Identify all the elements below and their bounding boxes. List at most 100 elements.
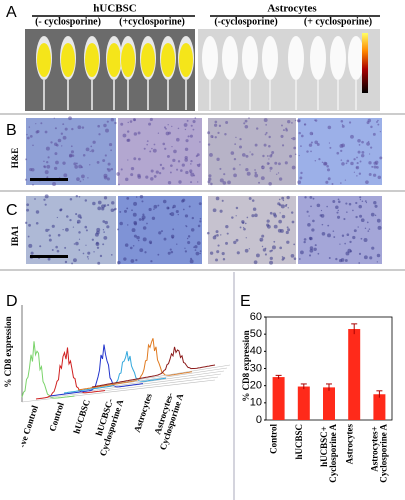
cell: [374, 204, 378, 208]
cell: [171, 146, 173, 148]
cell: [186, 119, 189, 122]
cell: [124, 209, 127, 213]
cell: [314, 159, 317, 162]
cell: [341, 125, 345, 128]
cell: [182, 208, 185, 211]
cell: [89, 164, 91, 166]
cell: [227, 180, 231, 185]
cell: [107, 162, 111, 166]
cell: [195, 251, 200, 256]
cell: [309, 236, 313, 241]
cell: [352, 209, 354, 212]
cell: [278, 177, 283, 181]
cell: [268, 135, 271, 139]
signal: [37, 43, 51, 77]
cell: [181, 163, 185, 167]
cell: [110, 168, 114, 171]
cell: [150, 177, 154, 181]
cell: [357, 150, 361, 154]
cell: [235, 206, 239, 210]
cell: [119, 221, 123, 226]
cell: [32, 183, 34, 186]
cell: [163, 237, 167, 241]
cell: [157, 204, 160, 207]
cell: [282, 129, 285, 132]
cell: [340, 120, 344, 123]
cell: [298, 154, 300, 157]
cell: [309, 248, 314, 253]
cell: [376, 253, 381, 258]
cell: [361, 200, 364, 202]
cell: [102, 243, 105, 246]
cell: [208, 177, 212, 181]
cell: [184, 214, 189, 218]
cell: [249, 151, 251, 153]
cell: [244, 222, 247, 225]
cell: [139, 195, 144, 199]
cell: [233, 173, 237, 178]
cell: [117, 260, 121, 265]
baseline: [35, 376, 219, 400]
x-tick-label: Astrocytes+ Cyclosporine A: [369, 424, 388, 483]
cell: [96, 227, 101, 232]
cell: [215, 258, 218, 262]
cell: [290, 211, 294, 214]
cell: [279, 246, 283, 250]
cell: [263, 143, 267, 147]
cell: [169, 171, 172, 174]
cell: [265, 124, 267, 126]
cell: [77, 125, 82, 130]
cell: [34, 198, 36, 200]
cell: [328, 256, 331, 259]
cell: [207, 180, 211, 184]
cell: [155, 170, 159, 174]
cell: [281, 124, 283, 127]
cell: [70, 145, 73, 148]
mouse: [330, 36, 346, 80]
cell: [104, 220, 108, 225]
mouse: [242, 36, 258, 80]
cell: [184, 158, 188, 162]
cell: [264, 133, 267, 136]
cell: [353, 171, 356, 173]
cell: [77, 214, 82, 218]
cell: [297, 119, 301, 123]
cell: [127, 121, 129, 124]
cell: [170, 164, 173, 168]
cell: [320, 209, 323, 212]
cell: [242, 221, 245, 225]
cell: [103, 196, 108, 200]
cell: [44, 170, 49, 175]
cell: [191, 216, 194, 220]
cell: [233, 240, 237, 245]
cell: [356, 175, 358, 177]
cell: [225, 120, 229, 124]
cell: [24, 221, 28, 225]
cell: [73, 243, 76, 245]
bar: [348, 329, 361, 420]
cell: [327, 224, 330, 227]
cell: [214, 120, 218, 124]
cell: [148, 240, 153, 244]
cell: [167, 180, 172, 185]
cell: [26, 203, 30, 207]
cell: [214, 136, 217, 139]
cell: [239, 226, 242, 229]
cell: [131, 209, 133, 212]
cell: [190, 163, 192, 165]
cell: [364, 200, 367, 203]
cell: [117, 228, 119, 231]
cell: [287, 228, 291, 232]
cell: [44, 130, 48, 134]
cell: [299, 176, 303, 180]
cell: [135, 259, 138, 262]
cell: [199, 217, 202, 220]
cell: [82, 252, 85, 255]
cell: [358, 172, 362, 175]
cell: [210, 182, 213, 186]
cell: [266, 162, 270, 165]
cell: [269, 211, 273, 215]
cell: [346, 211, 348, 213]
cell: [326, 164, 329, 168]
cell: [151, 216, 156, 220]
